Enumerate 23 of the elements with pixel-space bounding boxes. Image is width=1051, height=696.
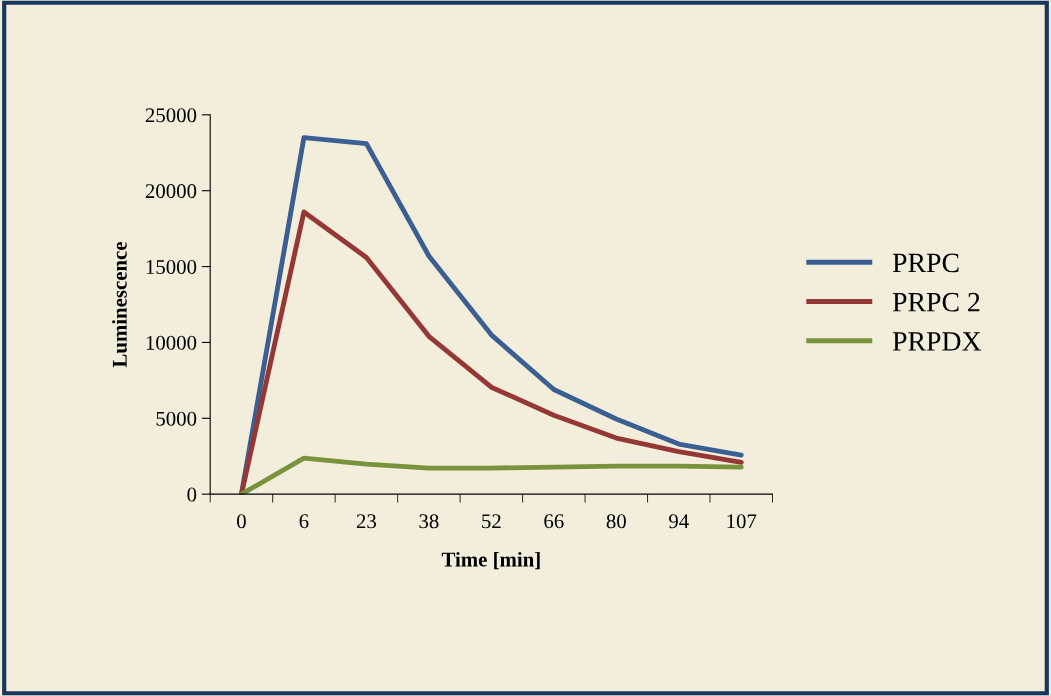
x-tick-label: 107 <box>727 514 757 529</box>
x-tick-label: 38 <box>419 514 439 529</box>
x-tick-label: 6 <box>299 514 309 529</box>
x-tick-label: 94 <box>669 514 689 529</box>
x-tick-label: 23 <box>356 514 376 529</box>
y-tick-label: 15000 <box>146 259 197 274</box>
y-tick-label: 5000 <box>156 411 197 426</box>
legend-label: PRPC 2 <box>892 292 980 312</box>
y-tick-label: 0 <box>187 487 197 502</box>
legend-label: PRPDX <box>892 332 982 351</box>
y-tick-label: 10000 <box>146 335 197 350</box>
y-axis-title: Luminescence <box>112 241 127 368</box>
y-tick-label: 25000 <box>145 108 197 123</box>
line-series <box>239 209 744 495</box>
legend-label: PRPC <box>892 253 959 273</box>
x-tick-label: 52 <box>482 514 501 529</box>
x-tick-label: 66 <box>544 514 564 529</box>
x-tick-label: 0 <box>237 514 246 529</box>
line-series <box>239 135 744 495</box>
line-series <box>239 455 744 495</box>
y-tick-label: 20000 <box>145 184 197 199</box>
x-tick-label: 80 <box>606 514 626 529</box>
x-axis-title: Time [min] <box>441 551 540 570</box>
